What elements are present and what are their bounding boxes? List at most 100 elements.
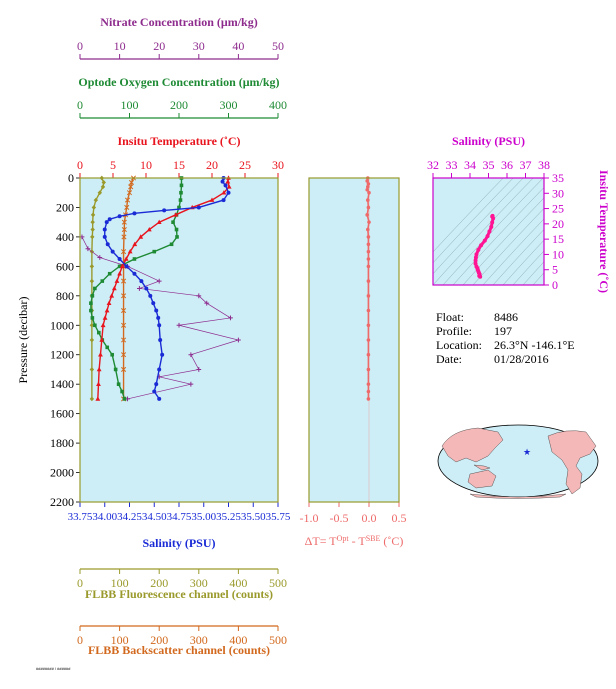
- fluorescence-point-11: [89, 263, 95, 269]
- salinity-tick-label-35-50: 35.50: [241, 511, 266, 523]
- salinity-point-12: [102, 234, 107, 239]
- delta-t-panel-frame: [308, 177, 400, 503]
- oxygen-point-1: [179, 183, 184, 188]
- salinity-point-28: [154, 382, 159, 387]
- delta-t-label-part-0: ΔT= T: [305, 534, 338, 548]
- backscatter-series-line: [122, 177, 135, 399]
- fluorescence-point-5: [91, 205, 97, 210]
- delta-t-point-2: [366, 182, 371, 186]
- fluorescence-point-4: [93, 197, 99, 203]
- ts-point-7: [474, 264, 479, 269]
- fluorescence-point-2: [100, 184, 106, 190]
- delta-t-point-9: [367, 220, 371, 224]
- temperature-point-18: [106, 300, 112, 305]
- pressure-tick-label-800: 800: [56, 289, 74, 303]
- map-land-antarctica: [469, 493, 567, 499]
- oxygen-point-27: [120, 389, 124, 394]
- ts-contour-5: [452, 187, 544, 285]
- ts-salinity-axis-label: Salinity (PSU): [452, 134, 525, 148]
- salinity-point-24: [157, 323, 162, 328]
- backscatter-tick-label-500: 500: [269, 633, 287, 647]
- temperature-point-11: [127, 249, 133, 254]
- temperature-point-21: [100, 322, 106, 328]
- salinity-point-25: [158, 338, 163, 342]
- nitrate-tick-label-40: 40: [232, 39, 244, 53]
- ts-contour-7: [472, 207, 544, 285]
- temperature-point-20: [102, 315, 108, 320]
- ts-series: [473, 213, 496, 279]
- pressure-tick-label-200: 200: [56, 200, 74, 214]
- ts-contour-6: [462, 197, 544, 285]
- temperature-tick-label-20: 20: [206, 158, 218, 172]
- oxygen-point-4: [177, 205, 181, 210]
- delta-t-point-1: [365, 179, 370, 183]
- backscatter-tick-label-100: 100: [111, 633, 129, 647]
- ts-salinity-tick-label-38: 38: [538, 158, 550, 172]
- backscatter-point-14: [121, 307, 127, 314]
- oxygen-point-19: [90, 316, 95, 320]
- temperature-point-13: [119, 263, 125, 269]
- pressure-tick-label-2000: 2000: [50, 466, 74, 480]
- temperature-point-22: [99, 337, 105, 342]
- ts-salinity-tick-label-36: 36: [501, 158, 513, 172]
- nitrate-tick-label-50: 50: [272, 39, 284, 53]
- profile-panel-background: [80, 178, 278, 502]
- salinity-point-6: [162, 208, 167, 213]
- fluorescence-point-15: [89, 322, 95, 328]
- salinity-point-23: [156, 315, 161, 320]
- ts-point-13: [479, 243, 484, 248]
- backscatter-tick-label-0: 0: [77, 633, 83, 647]
- fluorescence-point-17: [89, 367, 95, 372]
- salinity-series: [102, 176, 231, 401]
- ts-point-10: [473, 255, 478, 260]
- fluorescence-tick-label-300: 300: [190, 576, 208, 590]
- delta-t-point-8: [365, 213, 370, 217]
- fluorescence-point-8: [90, 227, 95, 232]
- salinity-point-19: [144, 286, 149, 291]
- backscatter-point-18: [121, 366, 127, 373]
- temperature-point-25: [96, 381, 101, 386]
- fluorescence-point-1: [101, 180, 106, 185]
- oxygen-point-7: [174, 227, 179, 232]
- backscatter-point-13: [121, 293, 127, 299]
- delta-t-point-18: [366, 308, 371, 313]
- temperature-point-15: [114, 278, 120, 283]
- salinity-point-21: [151, 301, 156, 306]
- pressure-tick-label-1400: 1400: [50, 377, 74, 391]
- temperature-point-14: [117, 271, 122, 276]
- ts-point-9: [473, 258, 478, 263]
- delta-t-label-part-2: - T: [349, 534, 367, 548]
- salinity-tick-label-34-75: 34.75: [167, 511, 192, 523]
- ts-contour-1: [433, 178, 514, 264]
- temperature-point-23: [98, 352, 103, 357]
- nitrate-point-14: [188, 381, 194, 387]
- nitrate-series-line: [81, 236, 240, 400]
- salinity-point-7: [132, 211, 137, 216]
- nitrate-point-4: [156, 278, 162, 284]
- oxygen-point-6: [171, 220, 175, 224]
- backscatter-point-1: [128, 179, 135, 185]
- delta-t-point-22: [366, 367, 371, 372]
- oxygen-tick-label-400: 400: [269, 98, 287, 112]
- fluorescence-tick-label-0: 0: [77, 576, 83, 590]
- oxygen-point-2: [179, 190, 183, 195]
- nitrate-point-8: [228, 315, 233, 321]
- salinity-point-22: [154, 308, 159, 313]
- salinity-point-11: [102, 227, 107, 232]
- map-land-asia: [441, 427, 504, 463]
- temperature-point-10: [132, 241, 138, 247]
- salinity-point-9: [107, 217, 112, 222]
- backscatter-point-2: [128, 184, 134, 190]
- temperature-tick-label-10: 10: [140, 158, 152, 172]
- salinity-point-29: [152, 389, 157, 394]
- nitrate-point-9: [176, 322, 182, 328]
- oxygen-point-28: [122, 397, 127, 401]
- salinity-point-2: [223, 183, 228, 188]
- ts-temp-tick-label-30: 30: [552, 186, 564, 200]
- ts-temp-axis-label: Insitu Temperature (˚C): [597, 170, 611, 293]
- oxygen-point-9: [169, 242, 174, 247]
- salinity-point-26: [160, 352, 165, 357]
- backscatter-point-8: [121, 226, 127, 233]
